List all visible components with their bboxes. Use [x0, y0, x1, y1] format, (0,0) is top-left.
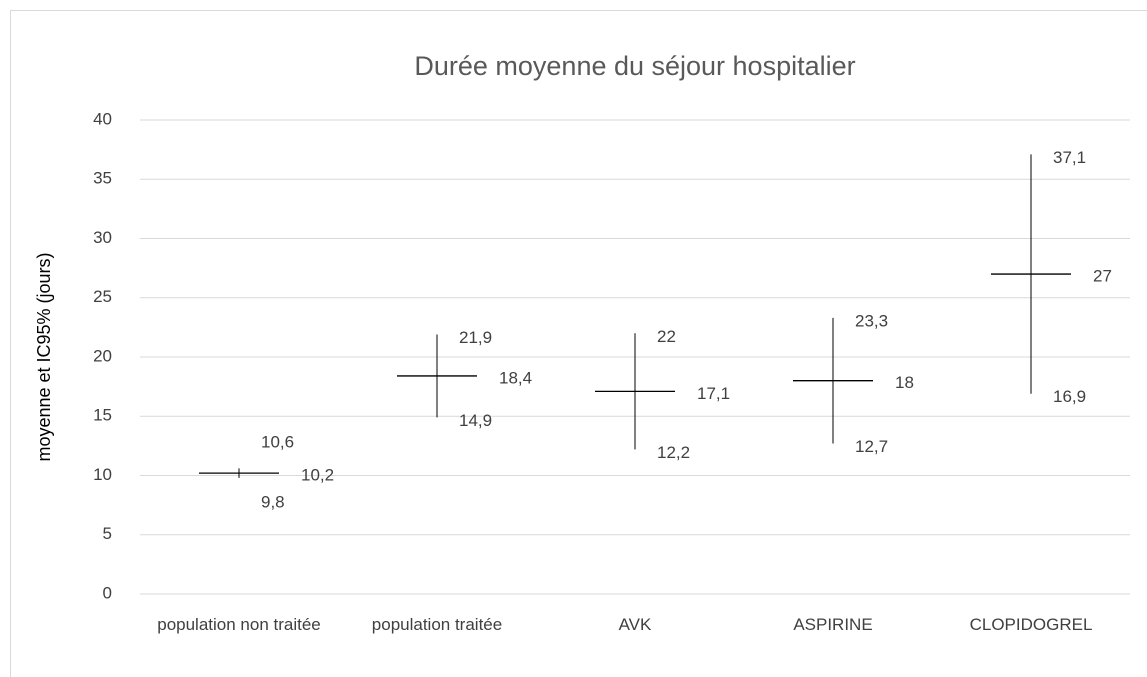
mean-label: 10,2	[301, 466, 334, 485]
y-tick-label: 25	[93, 287, 112, 306]
upper-label: 22	[657, 327, 676, 346]
upper-label: 23,3	[855, 311, 888, 330]
lower-label: 12,7	[855, 437, 888, 456]
lower-label: 12,2	[657, 443, 690, 462]
y-axis-label: moyenne et IC95% (jours)	[34, 252, 54, 461]
upper-label: 10,6	[261, 433, 294, 452]
y-tick-label: 10	[93, 465, 112, 484]
upper-label: 21,9	[459, 328, 492, 347]
y-tick-label: 15	[93, 406, 112, 425]
y-tick-label: 5	[103, 524, 112, 543]
mean-label: 18,4	[499, 368, 532, 387]
y-tick-label: 35	[93, 169, 112, 188]
lower-label: 16,9	[1053, 387, 1086, 406]
y-tick-label: 0	[103, 583, 112, 602]
y-tick-label: 40	[93, 109, 112, 128]
mean-label: 27	[1093, 267, 1112, 286]
mean-label: 18	[895, 373, 914, 392]
chart-border	[10, 10, 1147, 677]
x-tick-label: ASPIRINE	[793, 615, 873, 634]
y-tick-label: 30	[93, 228, 112, 247]
x-tick-label: AVK	[618, 615, 652, 634]
mean-label: 17,1	[697, 384, 730, 403]
x-tick-label: CLOPIDOGREL	[969, 615, 1093, 634]
lower-label: 9,8	[261, 493, 285, 512]
upper-label: 37,1	[1053, 148, 1086, 167]
lower-label: 14,9	[459, 411, 492, 430]
y-tick-label: 20	[93, 346, 112, 365]
chart-title: Durée moyenne du séjour hospitalier	[414, 51, 855, 81]
x-tick-label: population traitée	[371, 615, 503, 634]
x-tick-label: population non traitée	[157, 615, 321, 634]
